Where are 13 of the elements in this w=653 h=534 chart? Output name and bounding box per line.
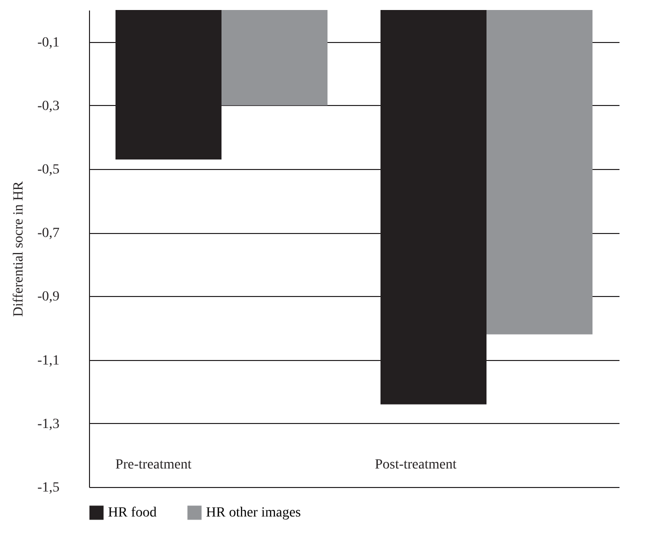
x-tick-label: Pre-treatment [115,458,192,472]
legend-label: HR food [108,506,157,521]
x-tick-label: Post-treatment [374,458,457,472]
y-axis-title: Differential socre in HR [11,180,26,317]
y-tick-label: -0,3 [37,98,60,114]
y-tick-label: -1,3 [37,416,60,432]
y-tick-label: -0,5 [37,162,60,178]
y-tick-label: -0,1 [37,35,60,50]
y-tick-label: -1,5 [37,480,60,496]
y-tick-label: -0,7 [37,226,60,242]
y-tick-label: -1,1 [37,353,60,368]
legend-label: HR other images [206,506,301,521]
y-tick-label: -0,9 [37,290,60,305]
